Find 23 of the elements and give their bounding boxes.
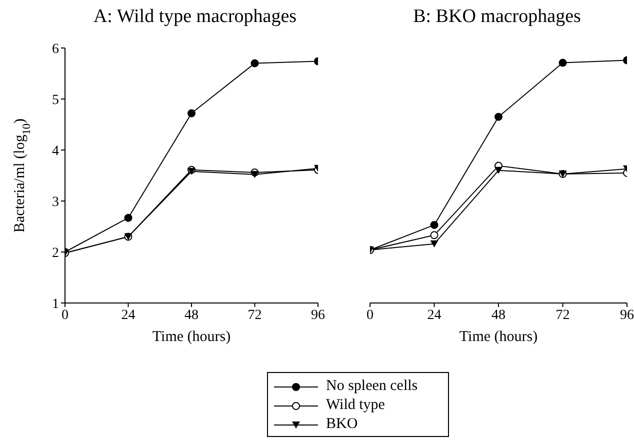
chart-title: B: BKO macrophages bbox=[412, 6, 582, 28]
x-axis-title: Time (hours) bbox=[152, 329, 231, 345]
legend-label: BKO bbox=[326, 416, 358, 433]
x-tick-label: 24 bbox=[427, 308, 442, 323]
x-tick-label: 72 bbox=[248, 308, 262, 323]
legend-label: Wild type bbox=[326, 397, 385, 414]
y-tick-label: 6 bbox=[52, 42, 59, 57]
x-tick-label: 24 bbox=[121, 308, 136, 323]
y-tick-label: 3 bbox=[52, 194, 59, 210]
y-tick-label: 5 bbox=[52, 92, 59, 108]
y-tick-label: 1 bbox=[52, 296, 59, 312]
y-tick-label: 4 bbox=[52, 144, 59, 159]
x-tick-label: 96 bbox=[311, 308, 325, 323]
x-axis-title: Time (hours) bbox=[459, 329, 538, 345]
x-tick-label: 48 bbox=[184, 308, 198, 323]
x-tick-label: 0 bbox=[62, 308, 68, 323]
x-tick-label: 72 bbox=[556, 308, 570, 323]
x-tick-label: 96 bbox=[620, 308, 634, 323]
x-tick-label: 48 bbox=[492, 308, 506, 323]
chart-title: A: Wild type macrophages bbox=[92, 6, 298, 28]
legend-label: No spleen cells bbox=[326, 378, 418, 395]
y-tick-label: 2 bbox=[52, 246, 59, 261]
x-tick-label: 0 bbox=[366, 308, 374, 323]
